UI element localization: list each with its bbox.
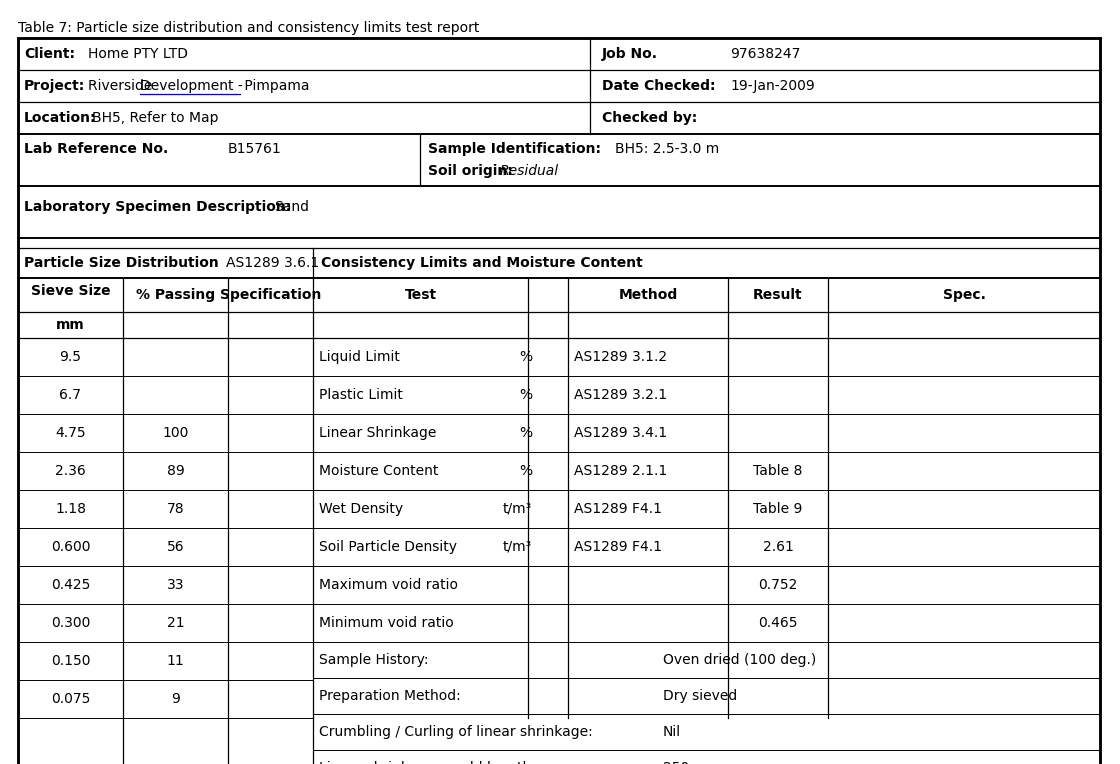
Text: B15761: B15761 — [228, 141, 282, 156]
Text: 0.300: 0.300 — [50, 616, 91, 630]
Text: Table 7: Particle size distribution and consistency limits test report: Table 7: Particle size distribution and … — [18, 21, 479, 35]
Text: Result: Result — [753, 288, 803, 302]
Text: Checked by:: Checked by: — [603, 111, 698, 125]
Text: 78: 78 — [167, 502, 185, 516]
Text: 97638247: 97638247 — [730, 47, 801, 61]
Text: Home PTY LTD: Home PTY LTD — [88, 47, 188, 61]
Text: Sample Identification:: Sample Identification: — [428, 141, 601, 156]
Text: %: % — [519, 426, 532, 440]
Text: 11: 11 — [167, 654, 185, 668]
Text: Development -: Development - — [140, 79, 243, 93]
Text: Linear shrinkage mould length:: Linear shrinkage mould length: — [319, 761, 535, 764]
Text: Specification: Specification — [220, 288, 321, 302]
Text: Maximum void ratio: Maximum void ratio — [319, 578, 458, 592]
Text: Project:: Project: — [24, 79, 85, 93]
Text: Consistency Limits and Moisture Content: Consistency Limits and Moisture Content — [321, 256, 643, 270]
Text: Pimpama: Pimpama — [240, 79, 309, 93]
Text: 100: 100 — [162, 426, 188, 440]
Text: Laboratory Specimen Description:: Laboratory Specimen Description: — [24, 200, 291, 214]
Text: AS1289 3.2.1: AS1289 3.2.1 — [573, 388, 668, 402]
Text: % Passing: % Passing — [136, 288, 215, 302]
Text: AS1289 F4.1: AS1289 F4.1 — [573, 540, 662, 554]
Text: Preparation Method:: Preparation Method: — [319, 689, 460, 703]
Text: 250mm: 250mm — [663, 761, 717, 764]
Text: Date Checked:: Date Checked: — [603, 79, 716, 93]
Text: Riverside: Riverside — [88, 79, 157, 93]
Text: 56: 56 — [167, 540, 185, 554]
Text: Moisture Content: Moisture Content — [319, 464, 438, 478]
Text: BH5: 2.5-3.0 m: BH5: 2.5-3.0 m — [615, 141, 719, 156]
Text: 4.75: 4.75 — [55, 426, 86, 440]
Text: AS1289 3.4.1: AS1289 3.4.1 — [573, 426, 668, 440]
Text: 1.18: 1.18 — [55, 502, 86, 516]
Text: t/m³: t/m³ — [503, 540, 532, 554]
Text: 19-Jan-2009: 19-Jan-2009 — [730, 79, 814, 93]
Text: Method: Method — [618, 288, 678, 302]
Text: Particle Size Distribution: Particle Size Distribution — [24, 256, 218, 270]
Text: AS1289 3.6.1: AS1289 3.6.1 — [226, 256, 319, 270]
Text: 2.36: 2.36 — [55, 464, 86, 478]
Text: Liquid Limit: Liquid Limit — [319, 350, 400, 364]
Text: AS1289 2.1.1: AS1289 2.1.1 — [573, 464, 668, 478]
Text: Sand: Sand — [274, 200, 309, 214]
Text: Residual: Residual — [500, 164, 559, 179]
Text: 6.7: 6.7 — [59, 388, 82, 402]
Text: AS1289 3.1.2: AS1289 3.1.2 — [573, 350, 668, 364]
Text: %: % — [519, 350, 532, 364]
Text: 9: 9 — [171, 692, 180, 706]
Text: Sample History:: Sample History: — [319, 653, 429, 667]
Text: 0.150: 0.150 — [50, 654, 91, 668]
Text: t/m³: t/m³ — [503, 502, 532, 516]
Text: Table 8: Table 8 — [754, 464, 803, 478]
Text: 9.5: 9.5 — [59, 350, 82, 364]
Text: 21: 21 — [167, 616, 185, 630]
Text: Wet Density: Wet Density — [319, 502, 403, 516]
Text: %: % — [519, 464, 532, 478]
Text: Sieve Size: Sieve Size — [30, 284, 110, 298]
Text: %: % — [519, 388, 532, 402]
Text: Linear Shrinkage: Linear Shrinkage — [319, 426, 437, 440]
Text: Minimum void ratio: Minimum void ratio — [319, 616, 454, 630]
Text: Plastic Limit: Plastic Limit — [319, 388, 403, 402]
Text: Client:: Client: — [24, 47, 75, 61]
Text: mm: mm — [56, 318, 85, 332]
Text: Dry sieved: Dry sieved — [663, 689, 737, 703]
Text: Soil origin:: Soil origin: — [428, 164, 513, 179]
Text: Oven dried (100 deg.): Oven dried (100 deg.) — [663, 653, 816, 667]
Text: 0.425: 0.425 — [50, 578, 91, 592]
Text: Crumbling / Curling of linear shrinkage:: Crumbling / Curling of linear shrinkage: — [319, 725, 592, 739]
Text: AS1289 F4.1: AS1289 F4.1 — [573, 502, 662, 516]
Text: 0.600: 0.600 — [50, 540, 91, 554]
Text: 2.61: 2.61 — [763, 540, 793, 554]
Text: 33: 33 — [167, 578, 185, 592]
Text: Location:: Location: — [24, 111, 96, 125]
Text: 0.752: 0.752 — [758, 578, 797, 592]
Text: Spec.: Spec. — [943, 288, 986, 302]
Text: BH5, Refer to Map: BH5, Refer to Map — [92, 111, 218, 125]
Text: 0.075: 0.075 — [50, 692, 91, 706]
Text: Soil Particle Density: Soil Particle Density — [319, 540, 457, 554]
Text: Test: Test — [404, 288, 437, 302]
Text: Job No.: Job No. — [603, 47, 659, 61]
Text: Table 9: Table 9 — [754, 502, 803, 516]
Text: Nil: Nil — [663, 725, 681, 739]
Text: 89: 89 — [167, 464, 185, 478]
Text: 0.465: 0.465 — [758, 616, 797, 630]
Text: Lab Reference No.: Lab Reference No. — [24, 141, 168, 156]
